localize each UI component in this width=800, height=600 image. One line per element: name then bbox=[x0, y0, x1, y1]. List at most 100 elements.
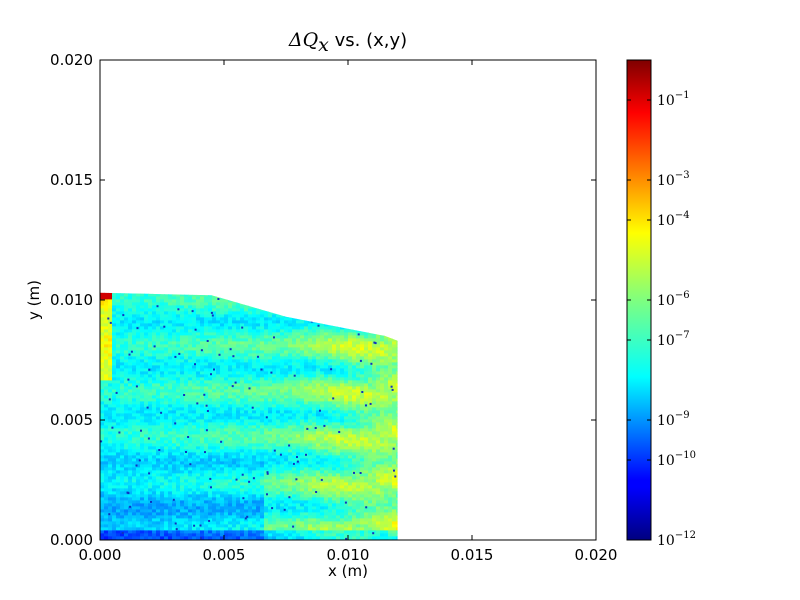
heatmap-cell bbox=[152, 485, 157, 489]
heatmap-cell bbox=[260, 320, 265, 324]
heatmap-cell bbox=[156, 341, 161, 345]
heatmap-cell bbox=[348, 476, 353, 480]
heatmap-cell bbox=[104, 467, 109, 471]
heatmap-cell bbox=[184, 323, 189, 327]
heatmap-cell bbox=[228, 476, 233, 480]
heatmap-cell bbox=[344, 407, 349, 411]
heatmap-cell bbox=[160, 434, 165, 438]
heatmap-cell bbox=[124, 326, 129, 330]
heatmap-cell bbox=[392, 341, 397, 345]
heatmap-cell bbox=[132, 458, 137, 462]
heatmap-cell bbox=[200, 344, 205, 348]
heatmap-cell bbox=[160, 356, 165, 360]
heatmap-cell bbox=[152, 374, 157, 378]
heatmap-cell bbox=[248, 320, 253, 324]
heatmap-cell bbox=[212, 377, 217, 381]
heatmap-cell bbox=[124, 410, 129, 414]
heatmap-cell bbox=[244, 398, 249, 402]
heatmap-cell bbox=[228, 299, 233, 303]
heatmap-cell bbox=[112, 416, 117, 420]
heatmap-cell bbox=[168, 383, 173, 387]
heatmap-cell bbox=[116, 440, 121, 444]
heatmap-cell bbox=[264, 338, 269, 342]
heatmap-cell bbox=[228, 383, 233, 387]
heatmap-cell bbox=[380, 377, 385, 381]
heatmap-cell bbox=[232, 347, 237, 351]
heatmap-cell bbox=[108, 455, 113, 459]
heatmap-cell bbox=[224, 434, 229, 438]
heatmap-cell bbox=[112, 299, 117, 303]
heatmap-cell bbox=[268, 440, 273, 444]
heatmap-cell bbox=[268, 455, 273, 459]
heatmap-cell bbox=[244, 326, 249, 330]
heatmap-cell bbox=[188, 464, 193, 468]
heatmap-cell bbox=[188, 362, 193, 366]
heatmap-cell bbox=[212, 410, 217, 414]
heatmap-cell bbox=[396, 347, 398, 351]
heatmap-cell bbox=[324, 458, 329, 462]
heatmap-cell bbox=[148, 365, 153, 369]
heatmap-cell bbox=[192, 335, 197, 339]
heatmap-cell bbox=[156, 473, 161, 477]
heatmap-cell bbox=[112, 476, 117, 480]
heatmap-cell bbox=[144, 476, 149, 480]
heatmap-cell bbox=[172, 407, 177, 411]
heatmap-cell bbox=[248, 485, 253, 489]
heatmap-cell bbox=[120, 404, 125, 408]
heatmap-cell bbox=[132, 296, 137, 300]
heatmap-cell bbox=[120, 332, 125, 336]
heatmap-cell bbox=[392, 470, 397, 474]
heatmap-cell bbox=[192, 305, 197, 309]
heatmap-cell bbox=[268, 365, 273, 369]
heatmap-cell bbox=[196, 323, 201, 327]
heatmap-cell bbox=[156, 470, 161, 474]
heatmap-cell bbox=[244, 446, 249, 450]
heatmap-cell bbox=[200, 392, 205, 396]
heatmap-cell bbox=[304, 374, 309, 378]
heatmap-cell bbox=[176, 473, 181, 477]
heatmap-cell bbox=[172, 323, 177, 327]
heatmap-cell bbox=[136, 425, 141, 429]
heatmap-cell bbox=[340, 452, 345, 456]
heatmap-cell bbox=[292, 377, 297, 381]
heatmap-cell bbox=[176, 347, 181, 351]
heatmap-cell bbox=[216, 380, 221, 384]
heatmap-cell bbox=[344, 476, 349, 480]
heatmap-cell bbox=[104, 476, 109, 480]
heatmap-cell bbox=[232, 389, 237, 393]
heatmap-cell bbox=[336, 446, 341, 450]
heatmap-cell bbox=[232, 311, 237, 315]
heatmap-cell bbox=[160, 371, 165, 375]
heatmap-cell bbox=[152, 446, 157, 450]
heatmap-cell bbox=[260, 347, 265, 351]
heatmap-cell bbox=[248, 383, 253, 387]
heatmap-cell bbox=[124, 419, 129, 423]
heatmap-cell bbox=[372, 452, 377, 456]
heatmap-cell bbox=[136, 383, 141, 387]
heatmap-cell bbox=[268, 425, 273, 429]
heatmap-cell bbox=[332, 413, 337, 417]
heatmap-cell bbox=[100, 371, 105, 375]
heatmap-cell bbox=[244, 437, 249, 441]
heatmap-cell bbox=[104, 452, 109, 456]
heatmap-cell bbox=[180, 377, 185, 381]
heatmap-cell bbox=[280, 422, 285, 426]
heatmap-cell bbox=[252, 479, 257, 483]
heatmap-cell bbox=[324, 401, 329, 405]
heatmap-cell bbox=[380, 356, 385, 360]
heatmap-cell bbox=[172, 392, 177, 396]
heatmap-cell bbox=[288, 470, 293, 474]
heatmap-cell bbox=[332, 410, 337, 414]
heatmap-cell bbox=[128, 317, 133, 321]
heatmap-cell bbox=[252, 416, 257, 420]
heatmap-cell bbox=[232, 449, 237, 453]
heatmap-cell bbox=[208, 440, 213, 444]
heatmap-cell bbox=[356, 467, 361, 471]
heatmap-cell bbox=[300, 437, 305, 441]
heatmap-cell bbox=[292, 476, 297, 480]
heatmap-cell bbox=[388, 446, 393, 450]
heatmap-cell bbox=[236, 434, 241, 438]
heatmap-cell bbox=[284, 476, 289, 480]
heatmap-cell bbox=[232, 416, 237, 420]
heatmap-cell bbox=[100, 455, 105, 459]
